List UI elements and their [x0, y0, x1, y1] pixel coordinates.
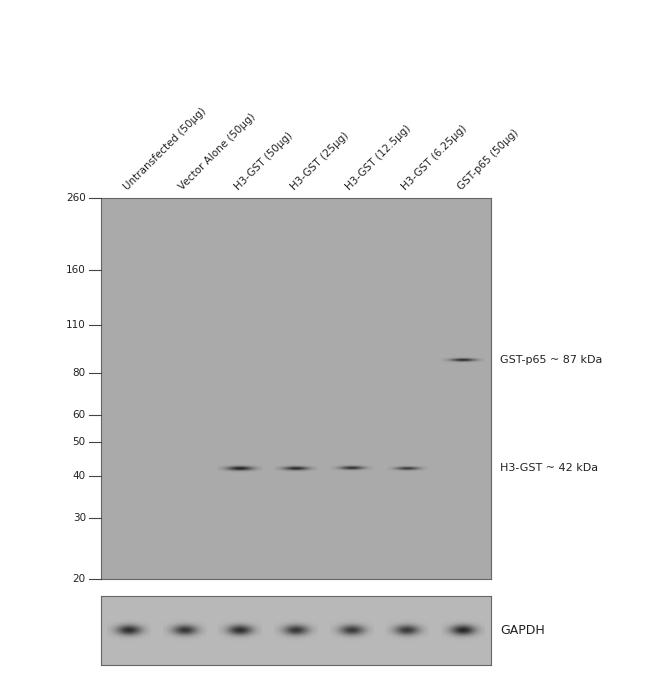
Text: H3-GST (25μg): H3-GST (25μg): [289, 130, 350, 192]
Text: H3-GST ~ 42 kDa: H3-GST ~ 42 kDa: [500, 464, 599, 473]
Text: H3-GST (50μg): H3-GST (50μg): [233, 130, 294, 192]
Text: 160: 160: [66, 265, 86, 274]
Text: H3-GST (6.25μg): H3-GST (6.25μg): [400, 123, 469, 192]
Text: GST-p65 (50μg): GST-p65 (50μg): [456, 128, 521, 192]
Text: 40: 40: [73, 471, 86, 481]
Text: 60: 60: [73, 410, 86, 421]
Text: 30: 30: [73, 514, 86, 523]
Text: 80: 80: [73, 368, 86, 378]
Text: Vector Alone (50μg): Vector Alone (50μg): [177, 112, 257, 192]
Text: 50: 50: [73, 437, 86, 448]
Text: H3-GST (12.5μg): H3-GST (12.5μg): [344, 123, 413, 192]
Text: GST-p65 ~ 87 kDa: GST-p65 ~ 87 kDa: [500, 356, 603, 365]
Text: 20: 20: [73, 574, 86, 584]
Text: Untransfected (50μg): Untransfected (50μg): [122, 106, 207, 192]
Text: 110: 110: [66, 320, 86, 331]
Text: GAPDH: GAPDH: [500, 624, 545, 637]
Text: 260: 260: [66, 193, 86, 202]
